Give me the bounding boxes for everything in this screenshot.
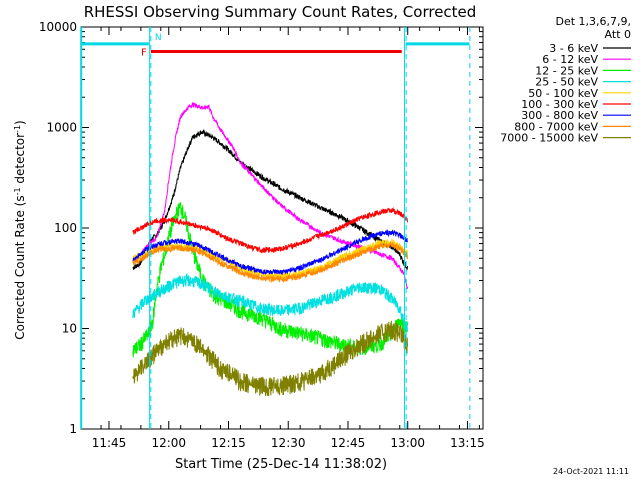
y-tick-label: 100: [54, 221, 77, 235]
series-line: [132, 239, 408, 280]
x-tick-label: 12:45: [331, 436, 366, 450]
x-tick-label: 11:45: [92, 436, 127, 450]
legend-header-line-1: Det 1,3,6,7,9,: [555, 15, 631, 28]
legend-entry-label: 800 - 7000 keV: [514, 120, 598, 133]
series-line: [132, 240, 408, 284]
series-line: [132, 229, 408, 275]
y-axis-label: Corrected Count Rate (s-1 detector-1): [13, 120, 28, 339]
series-line: [132, 273, 408, 332]
y-tick-label: 10: [62, 322, 77, 336]
series-line: [132, 206, 408, 254]
x-tick-label: 13:00: [390, 436, 425, 450]
legend-entry-label: 300 - 800 keV: [521, 109, 598, 122]
plot-area: 1 10 100 1000 10000 11:45 12:00 12:15 12:30 12:45…: [39, 20, 485, 450]
legend-entry-label: 50 - 100 keV: [528, 87, 598, 100]
legend-entry-label: 100 - 300 keV: [521, 98, 598, 111]
chart-title: RHESSI Observing Summary Count Rates, Co…: [84, 3, 477, 21]
legend-entry-label: 12 - 25 keV: [535, 64, 598, 77]
legend-entry-label: 6 - 12 keV: [542, 53, 598, 66]
x-tick-label: 12:30: [271, 436, 306, 450]
series-line: [132, 128, 408, 271]
legend-entry-label: 3 - 6 keV: [549, 42, 598, 55]
y-tick-label: 10000: [39, 20, 77, 34]
y-tick-label: 1000: [46, 121, 77, 135]
x-tick-label: 13:15: [450, 436, 485, 450]
x-tick-label: 12:00: [151, 436, 186, 450]
x-axis-label: Start Time (25-Dec-14 11:38:02): [175, 457, 387, 472]
series-line: [132, 102, 408, 289]
x-tick-label: 12:15: [211, 436, 246, 450]
y-tick-label: 1: [69, 422, 77, 436]
legend-header-line-2: Att 0: [605, 28, 631, 41]
series-line: [132, 320, 408, 397]
footer-timestamp: 24-Oct-2021 11:11: [553, 467, 629, 476]
legend-entry-label: 25 - 50 keV: [535, 76, 598, 89]
flare-bar-label: F: [141, 48, 147, 59]
night-bar-label: N: [155, 33, 162, 43]
legend-entry-label: 7000 - 15000 keV: [500, 132, 598, 145]
